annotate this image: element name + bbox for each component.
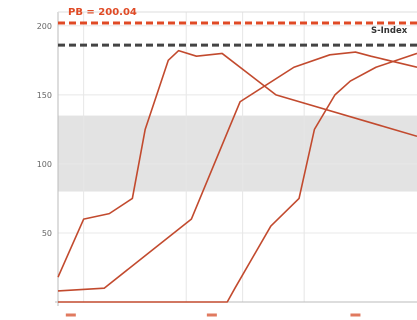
- pb-reference-label: PB = 200.04: [68, 7, 137, 18]
- shaded-band: [58, 115, 417, 192]
- y-tick-label: 100: [37, 160, 52, 169]
- y-tick-label: 200: [37, 22, 52, 31]
- series-line-1: [57, 49, 417, 278]
- y-tick-label: 150: [37, 91, 52, 100]
- y-tick-label: 50: [42, 229, 52, 238]
- chart-title: S-Index: [371, 26, 408, 36]
- series-line-2: [57, 51, 417, 292]
- series-line-3: [58, 52, 417, 303]
